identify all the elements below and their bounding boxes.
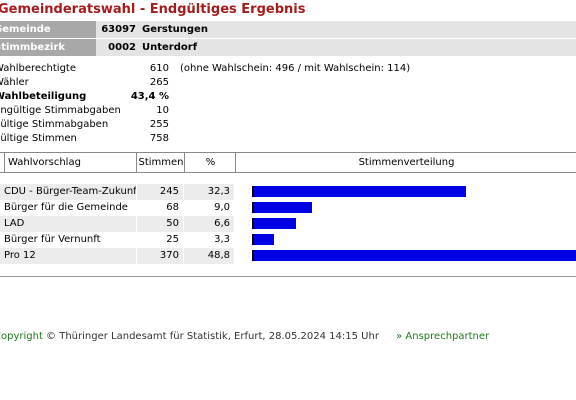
party-percent: 9,0 <box>214 202 230 213</box>
party-name: Pro 12 <box>0 248 136 264</box>
footer-copyright-text: © Thüringer Landesamt für Statistik, Erf… <box>42 331 379 342</box>
vote-share-bar <box>252 234 274 245</box>
table-row: LAD 50 6,6 <box>0 216 576 232</box>
footer-copyright: Copyright © Thüringer Landesamt für Stat… <box>0 331 379 342</box>
header-stimmen: Stimmen <box>136 153 185 172</box>
gemeinde-code: 63097 <box>101 24 136 35</box>
stat-row: Wahlberechtigte 610 (ohne Wahlschein: 496 … <box>0 62 576 75</box>
party-name: Bürger für die Gemeinde <box>4 202 128 213</box>
vote-share-bar <box>252 218 296 229</box>
party-name: Bürger für Vernunft <box>4 234 101 245</box>
stimmbezirk-code: 0002 <box>108 42 136 53</box>
stimmbezirk-label: Stimmbezirk <box>0 39 96 56</box>
party-percent: 32,3 <box>184 184 234 200</box>
vote-share-bar <box>252 202 312 213</box>
footer-copyright-word: Copyright <box>0 331 43 342</box>
stat-label: gültige Stimmabgaben <box>0 119 109 130</box>
stat-row: Wähler 265 <box>0 76 576 89</box>
party-name: LAD <box>0 216 136 232</box>
stat-value: 255 <box>149 119 169 130</box>
stat-label: Wahlbeteiligung <box>0 91 87 102</box>
stat-row: gültige Stimmabgaben 255 <box>0 118 576 131</box>
stimmbezirk-label-text: Stimmbezirk <box>0 42 66 53</box>
stimmbezirk-row: Stimmbezirk 0002 Unterdorf <box>0 39 576 56</box>
stat-row: gültige Stimmen 758 <box>0 132 576 145</box>
table-row: CDU - Bürger-Team-Zukunft 245 32,3 <box>0 184 576 200</box>
party-votes: 25 <box>166 234 179 245</box>
gemeinde-name: Gerstungen <box>142 24 208 35</box>
table-row: Bürger für Vernunft 25 3,3 <box>0 232 576 248</box>
table-row: Bürger für die Gemeinde 68 9,0 <box>0 200 576 216</box>
stat-row: ungültige Stimmabgaben 10 <box>0 104 576 117</box>
header-prozent: % <box>184 153 236 172</box>
party-percent: 3,3 <box>214 234 230 245</box>
gemeinde-label: Gemeinde <box>0 21 96 38</box>
stat-value: 265 <box>149 77 169 88</box>
party-votes: 50 <box>137 216 183 232</box>
party-percent: 48,8 <box>184 248 234 264</box>
gemeinde-label-text: Gemeinde <box>0 24 51 35</box>
vote-share-bar <box>252 250 576 261</box>
table-bottom-rule <box>0 276 576 277</box>
ansprechpartner-link[interactable]: » Ansprechpartner <box>396 331 490 342</box>
stat-value: 758 <box>149 133 169 144</box>
vote-share-bar <box>252 186 466 197</box>
page-title: Gemeinderatswahl - Endgültiges Ergebnis <box>0 2 306 17</box>
stat-label: Wahlberechtigte <box>0 63 76 74</box>
stat-value: 10 <box>156 105 169 116</box>
stat-row: Wahlbeteiligung 43,4 % <box>0 90 576 103</box>
results-table-header: Wahlvorschlag Stimmen % Stimmenverteilun… <box>0 152 576 173</box>
party-votes: 245 <box>137 184 183 200</box>
stat-label: gültige Stimmen <box>0 133 77 144</box>
stat-value: 610 <box>149 63 169 74</box>
stat-value: 43,4 % <box>130 91 169 102</box>
stat-label: Wähler <box>0 77 29 88</box>
header-stimmenverteilung: Stimmenverteilung <box>235 153 576 172</box>
footer: Copyright © Thüringer Landesamt für Stat… <box>0 331 489 342</box>
header-wahlvorschlag: Wahlvorschlag <box>8 157 81 168</box>
party-name: CDU - Bürger-Team-Zukunft <box>0 184 136 200</box>
stimmbezirk-name: Unterdorf <box>142 42 198 53</box>
stat-note: (ohne Wahlschein: 496 / mit Wahlschein: … <box>180 63 411 74</box>
party-votes: 370 <box>137 248 183 264</box>
header-first-col <box>0 153 5 172</box>
table-row: Pro 12 370 48,8 <box>0 248 576 264</box>
party-percent: 6,6 <box>184 216 234 232</box>
stat-label: ungültige Stimmabgaben <box>0 105 121 116</box>
party-votes: 68 <box>166 202 179 213</box>
gemeinde-row: Gemeinde 63097 Gerstungen <box>0 21 576 38</box>
